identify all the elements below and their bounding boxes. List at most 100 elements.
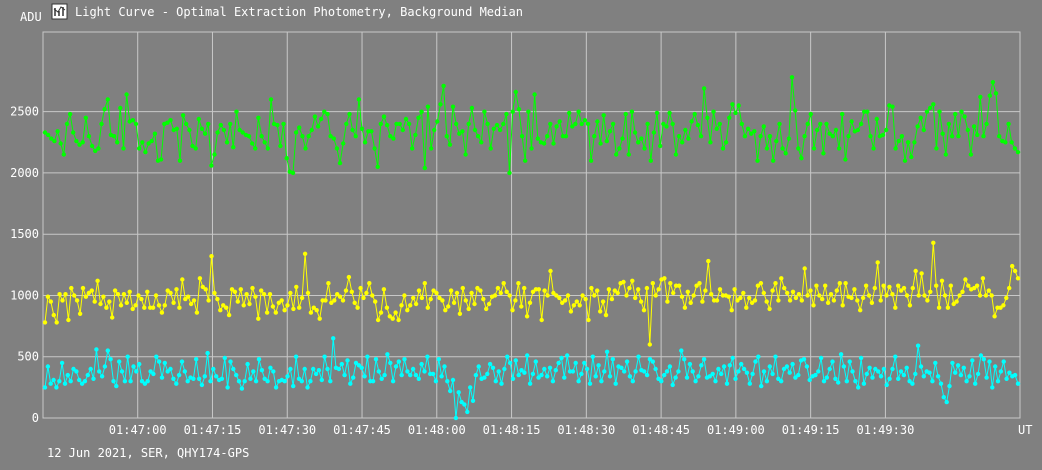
data-point (218, 308, 223, 313)
data-point (45, 132, 51, 138)
data-point (693, 379, 698, 384)
data-point (782, 285, 787, 291)
data-point (752, 298, 758, 303)
data-point (784, 364, 790, 369)
data-point (664, 124, 669, 129)
data-point (864, 371, 869, 377)
data-point (592, 293, 597, 298)
data-point (473, 372, 479, 378)
data-point (706, 258, 711, 264)
data-point (533, 359, 538, 364)
data-point (468, 385, 473, 390)
data-point (554, 293, 559, 298)
data-point (80, 140, 85, 145)
data-point (347, 111, 352, 117)
data-point (936, 305, 942, 310)
data-point (64, 121, 70, 127)
data-point (941, 395, 946, 400)
data-point (476, 364, 481, 369)
data-point (115, 140, 120, 145)
data-point (871, 146, 876, 151)
data-point (938, 381, 944, 386)
data-point (139, 379, 145, 384)
data-point (745, 126, 751, 131)
data-point (570, 124, 575, 129)
data-point (279, 298, 284, 303)
data-point (247, 301, 252, 307)
data-point (202, 131, 208, 136)
y-tick-label: 0 (32, 411, 39, 425)
data-point (644, 372, 650, 378)
data-point (219, 376, 225, 381)
data-point (485, 121, 490, 127)
data-point (596, 363, 601, 368)
data-point (943, 152, 948, 157)
data-point (68, 379, 73, 384)
data-point (484, 306, 489, 312)
data-point (505, 354, 510, 359)
data-point (583, 296, 588, 302)
data-point (827, 131, 832, 136)
data-point (633, 369, 638, 374)
data-point (847, 359, 852, 364)
data-point (890, 366, 895, 372)
data-point (647, 357, 653, 362)
data-point (300, 134, 305, 139)
data-point (972, 285, 977, 291)
data-point (840, 303, 845, 308)
data-point (88, 366, 93, 372)
data-point (610, 121, 616, 127)
data-point (582, 360, 587, 366)
data-point (723, 140, 729, 145)
data-point (384, 305, 390, 310)
data-point (282, 308, 287, 313)
data-point (74, 369, 79, 374)
data-point (612, 288, 617, 293)
data-point (918, 364, 924, 369)
y-tick-labels: 0 500 1000 1500 2000 2500 (10, 105, 39, 425)
data-point (761, 369, 767, 374)
data-point (390, 316, 395, 321)
data-point (54, 320, 59, 325)
data-point (472, 127, 478, 133)
data-point (627, 374, 633, 379)
data-point (328, 134, 333, 139)
data-point (522, 370, 527, 375)
data-point (256, 357, 262, 362)
data-point (913, 268, 918, 274)
data-point (215, 296, 220, 302)
data-point (545, 293, 550, 298)
data-point (524, 314, 530, 319)
data-point (388, 360, 393, 366)
data-point (870, 375, 875, 380)
data-point (105, 97, 111, 102)
data-point (931, 102, 936, 107)
data-point (874, 116, 879, 122)
data-point (525, 353, 530, 358)
data-point (513, 89, 518, 95)
data-point (405, 369, 410, 374)
data-point (194, 357, 199, 362)
data-point (364, 290, 369, 296)
data-point (771, 158, 776, 163)
data-point (413, 301, 419, 307)
y-axis-label: ADU (20, 10, 42, 24)
data-point (793, 375, 798, 380)
data-point (326, 281, 331, 286)
data-point (783, 151, 788, 156)
data-point (604, 349, 610, 354)
y-tick-label: 1000 (10, 288, 39, 302)
data-point (422, 281, 427, 286)
data-point (411, 295, 416, 301)
data-point (259, 288, 264, 293)
data-point (439, 374, 444, 379)
data-point (770, 288, 775, 293)
data-point (790, 361, 795, 367)
data-point (104, 305, 109, 310)
data-point (408, 372, 413, 378)
data-point (551, 290, 556, 296)
data-point (701, 357, 707, 362)
data-point (560, 134, 566, 139)
data-point (322, 109, 327, 114)
data-point (688, 300, 693, 305)
